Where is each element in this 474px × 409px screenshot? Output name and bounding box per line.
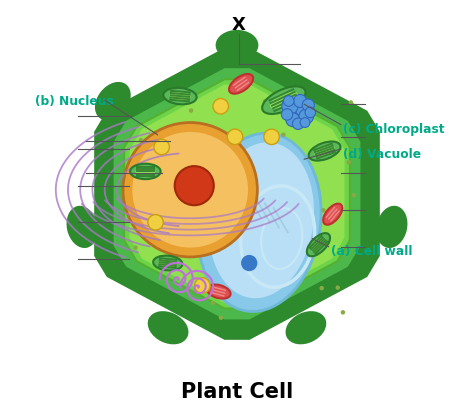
Ellipse shape [307,234,330,257]
Circle shape [219,110,223,114]
Circle shape [148,215,163,231]
Circle shape [264,130,279,145]
Circle shape [175,167,214,206]
Text: (b) Nucleus: (b) Nucleus [36,94,114,108]
Circle shape [302,100,314,112]
Circle shape [227,130,243,145]
Circle shape [319,286,324,291]
Ellipse shape [148,311,189,344]
Ellipse shape [158,259,177,268]
Circle shape [294,99,312,117]
Ellipse shape [95,83,131,121]
Circle shape [241,255,257,272]
Circle shape [133,246,138,250]
Polygon shape [94,49,380,340]
Ellipse shape [309,142,340,161]
Ellipse shape [376,206,408,248]
Circle shape [341,310,345,315]
Circle shape [300,118,310,128]
Circle shape [123,123,257,257]
Ellipse shape [164,89,197,105]
Ellipse shape [270,92,298,110]
Ellipse shape [311,238,326,252]
Ellipse shape [130,164,161,180]
Circle shape [292,119,304,130]
Ellipse shape [285,311,326,344]
Circle shape [299,110,314,124]
Ellipse shape [323,204,342,225]
Circle shape [305,108,316,118]
Ellipse shape [207,285,230,299]
Polygon shape [129,85,345,303]
Circle shape [139,139,143,143]
Ellipse shape [66,206,98,248]
Circle shape [154,140,169,155]
Circle shape [211,301,215,306]
Circle shape [286,103,306,123]
Circle shape [293,95,307,108]
Ellipse shape [209,143,314,299]
Circle shape [321,209,326,213]
Circle shape [282,99,298,115]
Circle shape [336,286,340,290]
Circle shape [281,133,286,138]
Circle shape [349,101,353,106]
Ellipse shape [314,146,335,157]
Circle shape [213,99,228,115]
Text: (c) Chloroplast: (c) Chloroplast [343,123,445,136]
Circle shape [132,133,248,248]
Text: Plant Cell: Plant Cell [181,381,293,400]
Ellipse shape [169,92,191,102]
Text: X: X [232,16,246,34]
Circle shape [219,316,223,320]
Circle shape [263,100,267,104]
Circle shape [346,161,351,165]
Text: (a) Cell wall: (a) Cell wall [331,245,412,258]
Text: (d) Vacuole: (d) Vacuole [343,147,421,160]
Polygon shape [124,80,350,309]
Ellipse shape [153,256,182,271]
Circle shape [282,110,293,121]
Ellipse shape [198,134,321,312]
Circle shape [286,114,300,127]
Ellipse shape [262,87,306,115]
Circle shape [352,193,356,198]
Circle shape [195,278,210,294]
Polygon shape [114,69,360,320]
Ellipse shape [136,167,155,177]
Ellipse shape [216,31,258,61]
Circle shape [283,97,294,107]
Ellipse shape [229,75,253,94]
Circle shape [189,109,193,114]
